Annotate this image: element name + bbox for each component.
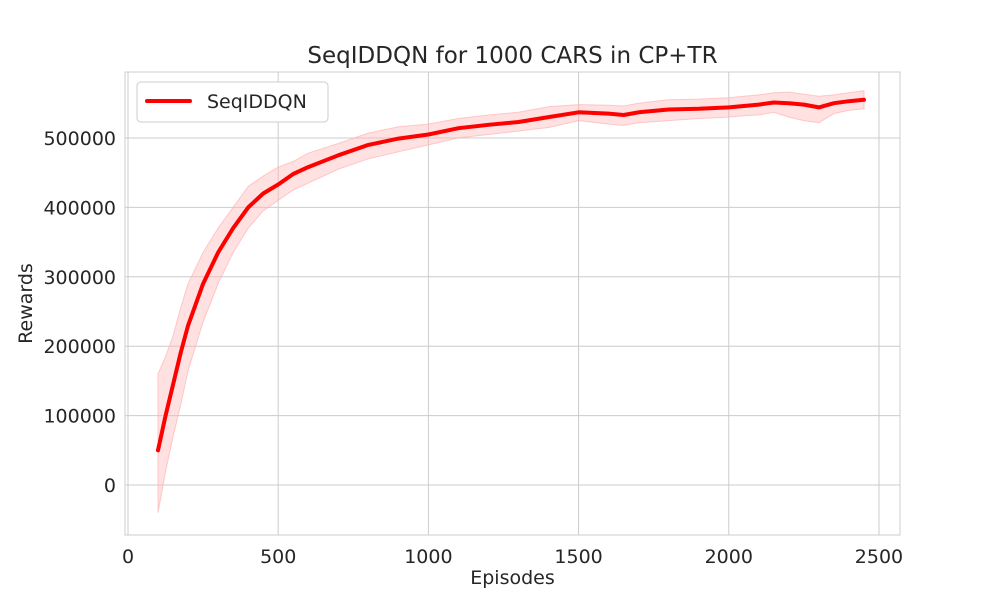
legend-label: SeqIDDQN [207, 91, 307, 113]
y-tick-label: 200000 [43, 336, 116, 358]
x-tick-label: 2000 [705, 546, 753, 568]
y-axis-ticks: 0 100000 200000 300000 400000 500000 [43, 128, 116, 497]
x-tick-label: 0 [122, 546, 134, 568]
x-tick-label: 2500 [855, 546, 903, 568]
chart-title: SeqIDDQN for 1000 CARS in CP+TR [307, 43, 717, 69]
plot-area [124, 71, 901, 536]
x-axis-label: Episodes [470, 567, 555, 589]
y-tick-label: 100000 [43, 406, 116, 428]
y-tick-label: 400000 [43, 197, 116, 219]
series-line-seqiddqn [156, 97, 866, 453]
grid [125, 72, 900, 535]
plot-frame [124, 71, 901, 536]
y-tick-label: 300000 [43, 267, 116, 289]
x-tick-label: 1500 [554, 546, 602, 568]
legend-box [136, 81, 329, 123]
x-tick-label: 500 [260, 546, 296, 568]
legend: SeqIDDQN [136, 81, 329, 123]
y-tick-label: 500000 [43, 128, 116, 150]
series-line-layer [156, 97, 866, 453]
y-axis-label: Rewards [15, 263, 37, 344]
x-tick-label: 1000 [404, 546, 452, 568]
y-tick-label: 0 [104, 475, 116, 497]
confidence-band-layer [157, 90, 865, 513]
confidence-band [157, 90, 865, 513]
x-axis-ticks: 0 500 1000 1500 2000 2500 [122, 546, 903, 568]
